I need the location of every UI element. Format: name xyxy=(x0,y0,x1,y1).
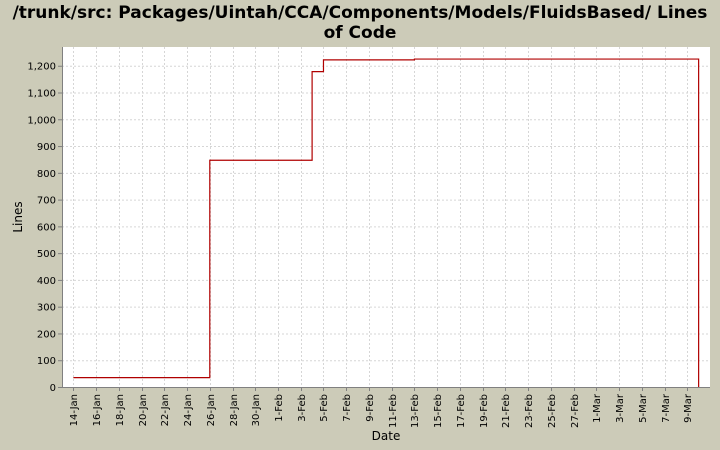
x-tick-label: 11-Feb xyxy=(388,394,399,428)
x-tick-label: 19-Feb xyxy=(479,394,490,428)
series-layer xyxy=(73,58,700,387)
x-tick-label: 22-Jan xyxy=(160,394,171,426)
x-tick-label: 30-Jan xyxy=(251,394,262,426)
x-tick-label: 5-Mar xyxy=(638,393,649,423)
y-tick-label: 0 xyxy=(50,383,56,394)
series-line xyxy=(73,58,700,387)
x-tick-label: 9-Feb xyxy=(365,394,376,422)
x-tick-label: 18-Jan xyxy=(115,394,126,426)
y-tick-label: 400 xyxy=(37,276,56,287)
chart-title-line-1: /trunk/src: Packages/Uintah/CCA/Componen… xyxy=(13,3,708,23)
x-tick-label: 5-Feb xyxy=(319,394,330,422)
x-tick-label: 21-Feb xyxy=(501,394,512,428)
y-tick-label: 800 xyxy=(37,169,56,180)
axes xyxy=(62,47,710,388)
x-tick-label: 28-Jan xyxy=(229,394,240,426)
y-tick-label: 1,100 xyxy=(27,89,56,100)
x-tick-label: 16-Jan xyxy=(92,394,103,426)
y-tick-label: 1,000 xyxy=(27,115,56,126)
x-tick-label: 9-Mar xyxy=(683,393,694,423)
y-axis-label: Lines xyxy=(11,201,25,232)
x-tick-label: 23-Feb xyxy=(524,394,535,428)
x-tick-label: 1-Mar xyxy=(592,393,603,423)
y-tick-label: 500 xyxy=(37,249,56,260)
x-tick-label: 24-Jan xyxy=(183,394,194,426)
y-tick-label: 200 xyxy=(37,329,56,340)
y-tick-label: 700 xyxy=(37,196,56,207)
x-tick-label: 15-Feb xyxy=(433,394,444,428)
x-tick-label: 3-Feb xyxy=(297,394,308,422)
plot-area xyxy=(62,47,710,387)
x-tick-label: 14-Jan xyxy=(69,394,80,426)
x-tick-label: 20-Jan xyxy=(138,394,149,426)
x-tick-label: 7-Feb xyxy=(342,394,353,422)
y-axis-ticks: 0 100 200 300 400 500 600 700 800 900 1,000 1,100 1,… xyxy=(27,62,62,394)
y-tick-label: 900 xyxy=(37,142,56,153)
x-tick-label: 25-Feb xyxy=(547,394,558,428)
x-axis-label: Date xyxy=(372,429,401,443)
x-tick-label: 1-Feb xyxy=(274,394,285,422)
x-tick-label: 26-Jan xyxy=(206,394,217,426)
y-tick-label: 300 xyxy=(37,303,56,314)
y-tick-label: 600 xyxy=(37,222,56,233)
x-tick-label: 7-Mar xyxy=(661,393,672,423)
grid xyxy=(62,47,710,387)
x-tick-label: 13-Feb xyxy=(410,394,421,428)
y-tick-label: 1,200 xyxy=(27,62,56,73)
x-tick-label: 3-Mar xyxy=(615,393,626,423)
x-tick-label: 27-Feb xyxy=(570,394,581,428)
x-tick-label: 17-Feb xyxy=(456,394,467,428)
chart-title-line-2: of Code xyxy=(324,23,397,43)
y-tick-label: 100 xyxy=(37,356,56,367)
x-axis-ticks: 14-Jan 16-Jan 18-Jan 20-Jan 22-Jan 24-Jan 26-J… xyxy=(69,387,694,428)
